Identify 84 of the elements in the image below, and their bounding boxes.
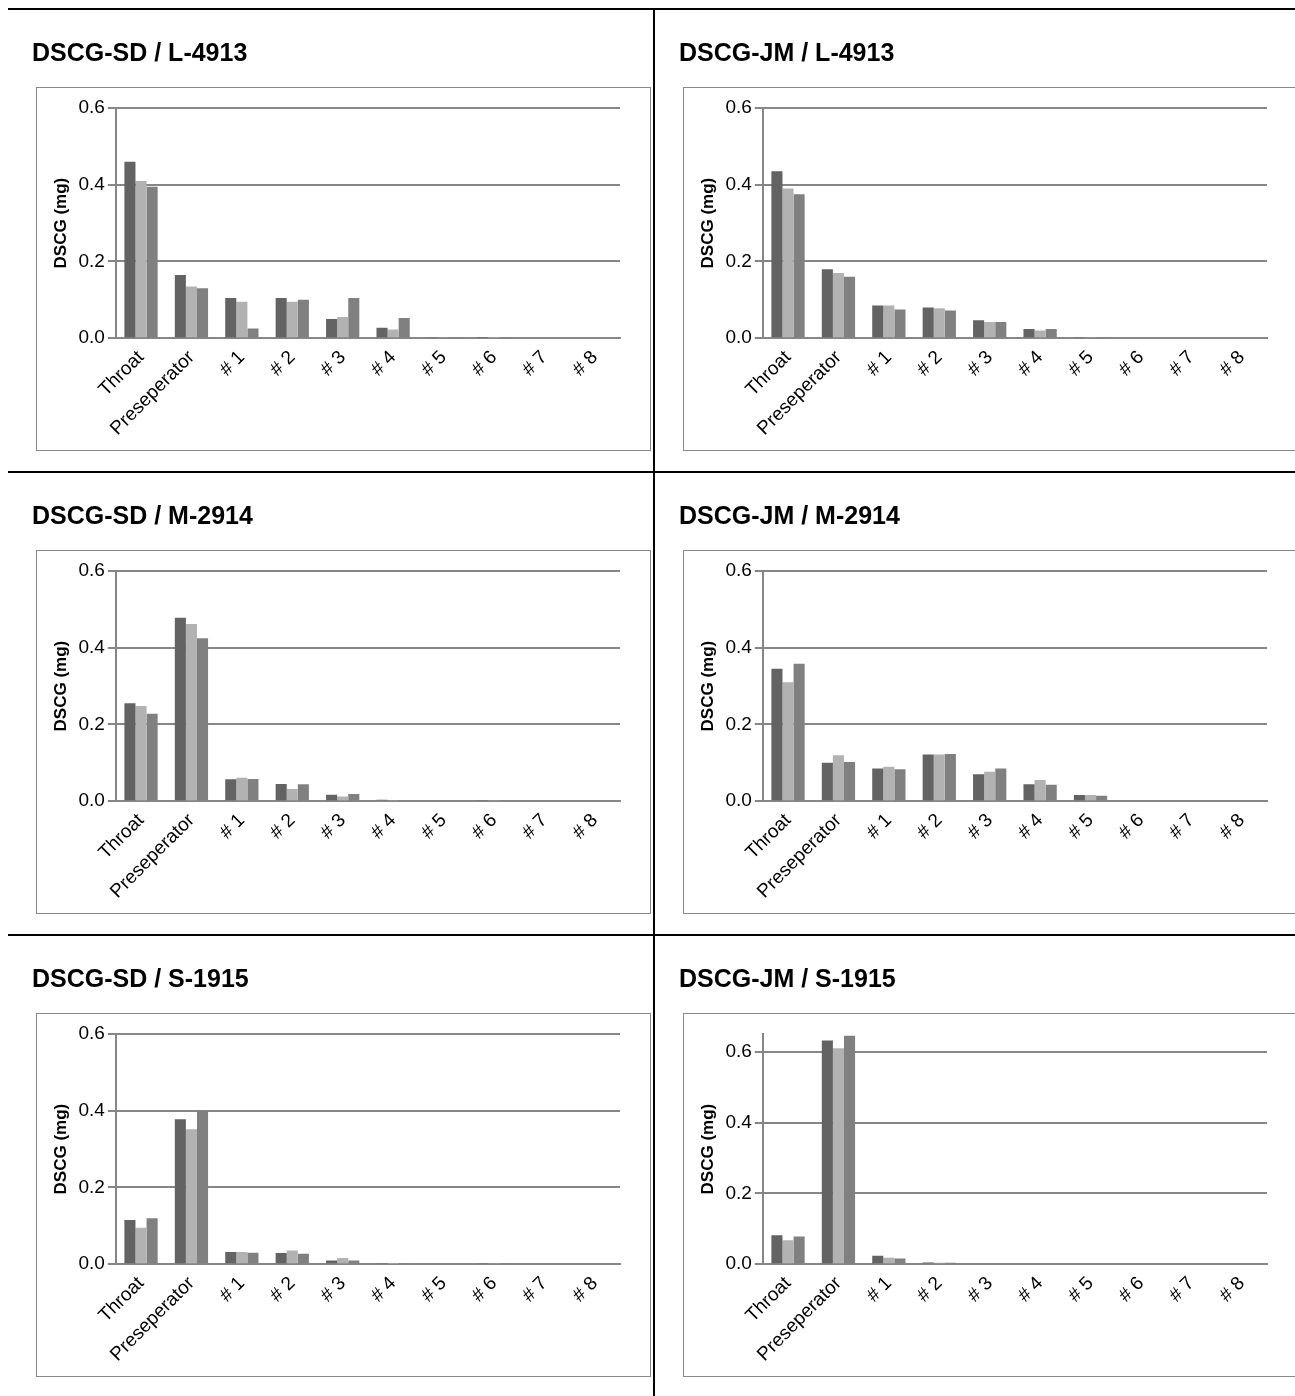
chart-title: DSCG-SD / S-1915 (32, 964, 250, 993)
x-tick-label: # 2 (912, 345, 946, 380)
x-tick-label: # 1 (861, 345, 896, 380)
x-tick-label: # 4 (1013, 1271, 1047, 1306)
y-tick-label: 0.6 (78, 96, 105, 118)
chart-title: DSCG-SD / M-2914 (32, 501, 254, 530)
y-tick-label: 0.6 (725, 96, 752, 118)
y-axis-title: DSCG (mg) (50, 640, 70, 732)
y-tick-label: 0.6 (78, 559, 105, 581)
y-tick-label: 0.0 (78, 326, 105, 348)
y-tick-label: 0.6 (725, 1039, 752, 1061)
x-tick-label: # 4 (1013, 345, 1047, 380)
x-tick-label: # 3 (962, 1271, 997, 1306)
y-tick-label: 0.2 (78, 712, 105, 734)
x-tick-label: # 8 (1214, 1271, 1249, 1306)
y-axis-title: DSCG (mg) (50, 1103, 70, 1195)
x-tick-label: # 1 (214, 1271, 249, 1306)
x-tick-label: # 4 (366, 808, 400, 843)
x-tick-label: # 3 (315, 808, 350, 843)
x-tick-label: # 4 (1013, 808, 1047, 843)
x-tick-label: # 2 (265, 808, 299, 843)
chart-title: DSCG-JM / L-4913 (679, 38, 896, 67)
x-tick-label: # 2 (265, 1271, 299, 1306)
x-tick-label: # 1 (214, 808, 249, 843)
x-tick-label: # 3 (315, 345, 350, 380)
y-tick-label: 0.0 (725, 326, 752, 348)
x-tick-label: # 3 (962, 345, 997, 380)
x-tick-label: # 2 (265, 345, 299, 380)
x-tick-label: # 4 (366, 1271, 400, 1306)
x-tick-label: # 5 (1063, 1271, 1098, 1306)
y-tick-label: 0.2 (725, 1181, 752, 1203)
y-tick-label: 0.2 (725, 712, 752, 734)
y-tick-label: 0.4 (78, 635, 106, 657)
chart-title: DSCG-JM / S-1915 (679, 964, 897, 993)
y-axis-title: DSCG (mg) (697, 640, 717, 732)
y-tick-label: 0.4 (78, 1098, 106, 1120)
x-tick-label: # 1 (214, 345, 249, 380)
y-tick-label: 0.6 (725, 559, 752, 581)
y-tick-label: 0.6 (78, 1022, 105, 1044)
x-tick-label: # 6 (466, 1271, 501, 1306)
x-tick-label: # 5 (1063, 808, 1098, 843)
chart-title: DSCG-SD / L-4913 (32, 38, 249, 67)
x-tick-label: # 6 (466, 345, 501, 380)
x-tick-label: # 5 (416, 1271, 451, 1306)
x-tick-label: # 7 (517, 808, 551, 843)
y-tick-label: 0.4 (725, 635, 753, 657)
y-tick-label: 0.2 (78, 1175, 105, 1197)
x-tick-label: # 8 (1214, 808, 1249, 843)
x-tick-label: # 2 (912, 808, 946, 843)
x-tick-label: # 4 (366, 345, 400, 380)
y-tick-label: 0.4 (725, 1110, 753, 1132)
x-tick-label: # 6 (1113, 808, 1148, 843)
x-tick-label: # 2 (912, 1271, 946, 1306)
x-tick-label: # 7 (517, 1271, 551, 1306)
x-tick-label: # 6 (1113, 345, 1148, 380)
x-tick-label: # 7 (1164, 808, 1198, 843)
x-tick-label: # 7 (517, 345, 551, 380)
x-tick-label: # 5 (416, 345, 451, 380)
y-tick-label: 0.0 (725, 789, 752, 811)
x-tick-label: # 8 (567, 345, 602, 380)
x-tick-label: # 8 (1214, 345, 1249, 380)
x-tick-label: # 8 (567, 808, 602, 843)
x-tick-label: # 1 (861, 808, 896, 843)
y-tick-label: 0.0 (78, 789, 105, 811)
y-tick-label: 0.0 (78, 1252, 105, 1274)
y-axis-title: DSCG (mg) (50, 177, 70, 269)
x-tick-label: # 5 (416, 808, 451, 843)
y-tick-label: 0.2 (725, 249, 752, 271)
y-tick-label: 0.4 (78, 172, 106, 194)
x-tick-label: # 3 (315, 1271, 350, 1306)
x-tick-label: # 6 (466, 808, 501, 843)
chart-title: DSCG-JM / M-2914 (679, 501, 901, 530)
y-tick-label: 0.0 (725, 1252, 752, 1274)
y-tick-label: 0.2 (78, 249, 105, 271)
x-tick-label: # 8 (567, 1271, 602, 1306)
x-tick-label: # 7 (1164, 1271, 1198, 1306)
y-axis-title: DSCG (mg) (697, 1103, 717, 1195)
y-axis-title: DSCG (mg) (697, 177, 717, 269)
x-tick-label: # 5 (1063, 345, 1098, 380)
x-tick-label: # 3 (962, 808, 997, 843)
y-tick-label: 0.4 (725, 172, 753, 194)
x-tick-label: # 7 (1164, 345, 1198, 380)
x-tick-label: # 1 (861, 1271, 896, 1306)
x-tick-label: # 6 (1113, 1271, 1148, 1306)
